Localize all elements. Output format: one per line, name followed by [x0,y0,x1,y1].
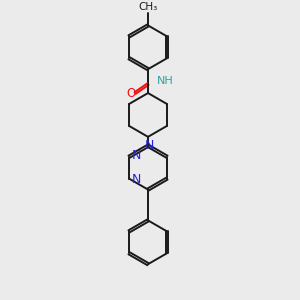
Text: NH: NH [157,76,174,86]
Text: CH₃: CH₃ [138,2,158,13]
Text: N: N [132,173,141,186]
Text: N: N [144,139,154,152]
Text: O: O [127,87,136,100]
Text: N: N [132,149,141,162]
